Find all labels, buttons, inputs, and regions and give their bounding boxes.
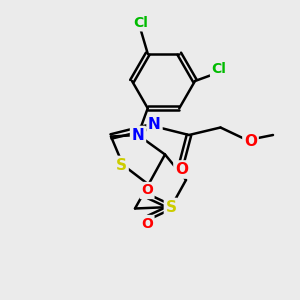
Text: S: S bbox=[166, 200, 176, 214]
Text: O: O bbox=[244, 134, 257, 148]
Text: S: S bbox=[116, 158, 127, 172]
Text: Cl: Cl bbox=[212, 62, 226, 76]
Text: O: O bbox=[175, 162, 188, 177]
Text: Cl: Cl bbox=[133, 16, 148, 30]
Text: O: O bbox=[141, 217, 153, 230]
Text: O: O bbox=[141, 184, 153, 197]
Text: N: N bbox=[148, 117, 161, 132]
Text: N: N bbox=[132, 128, 144, 142]
